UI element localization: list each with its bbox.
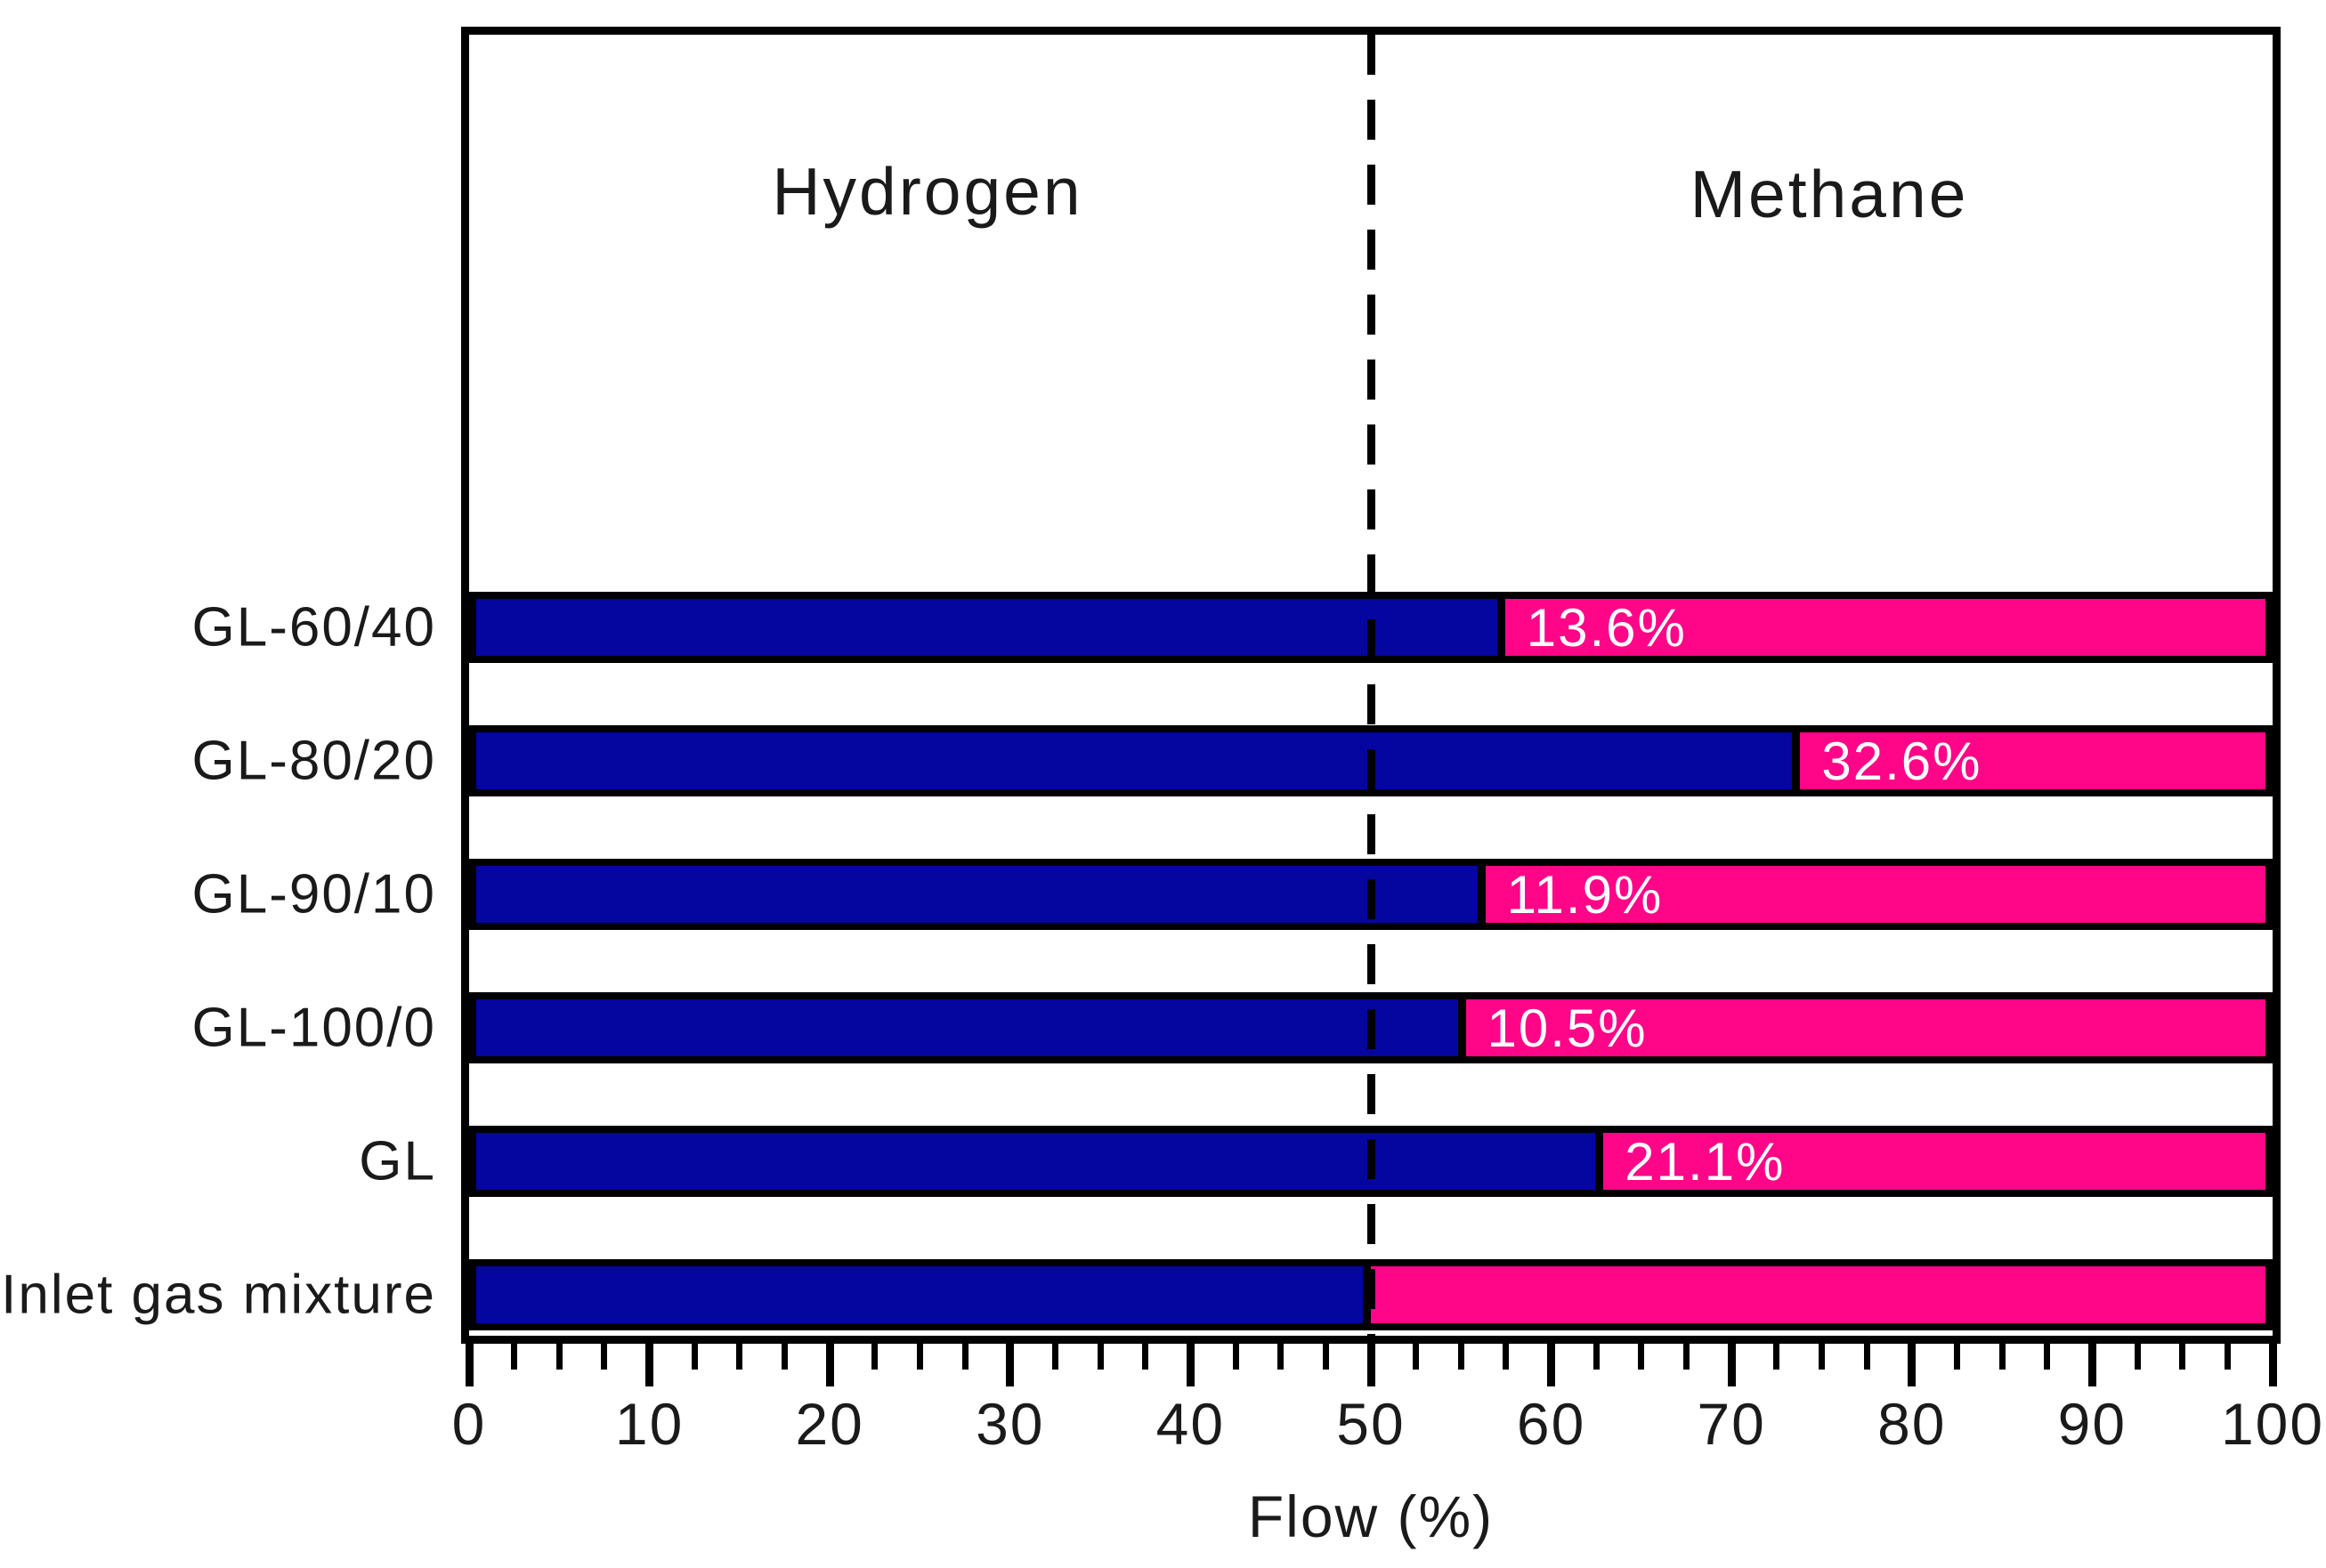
hydrogen-segment [476,732,1801,789]
x-tick-minor [1142,1344,1149,1370]
x-tick-minor [917,1344,923,1370]
x-tick-minor [1232,1344,1239,1370]
x-tick-minor [1998,1344,2006,1370]
methane-segment: 21.1% [1603,1131,2265,1192]
category-label: GL-80/20 [191,730,436,792]
x-tick-major [465,1344,474,1386]
x-tick-minor [1097,1344,1104,1370]
x-tick-minor [691,1344,698,1370]
x-tick-major [645,1344,654,1386]
x-tick-label: 100 [2220,1391,2325,1457]
x-tick-major [1547,1344,1556,1386]
x-tick-major [1727,1344,1736,1386]
x-tick-label: 20 [795,1391,864,1457]
category-label: GL [359,1130,436,1192]
region-label-methane: Methane [1690,157,1969,231]
hydrogen-segment [476,1266,1371,1323]
x-tick-major [1186,1344,1195,1386]
x-tick-major [825,1344,834,1386]
x-tick-major [1366,1344,1375,1386]
bar-row: 32.6% [469,725,2273,796]
hydrogen-segment [476,1133,1604,1190]
x-tick-minor [1413,1344,1420,1370]
x-tick-minor [1773,1344,1780,1370]
x-tick-label: 50 [1336,1391,1406,1457]
x-tick-minor [1638,1344,1645,1370]
x-tick-label: 30 [976,1391,1045,1457]
x-tick-minor [2179,1344,2186,1370]
category-label: GL-90/10 [191,863,436,925]
bar-value-label: 21.1% [1625,1131,1786,1192]
methane-segment: 32.6% [1800,731,2265,791]
x-tick-major [2087,1344,2096,1386]
x-tick-minor [736,1344,743,1370]
x-axis-title: Flow (%) [1247,1483,1495,1549]
x-tick-minor [871,1344,879,1370]
x-tick-minor [1953,1344,1960,1370]
x-tick-label: 70 [1697,1391,1766,1457]
x-tick-minor [961,1344,968,1370]
x-tick-minor [1683,1344,1690,1370]
region-label-hydrogen: Hydrogen [772,154,1083,229]
x-tick-minor [1457,1344,1464,1370]
x-tick-minor [601,1344,608,1370]
methane-segment: 13.6% [1504,597,2265,658]
x-tick-minor [2044,1344,2051,1370]
bar-value-label: 10.5% [1487,998,1648,1058]
plot-area: Hydrogen Methane 13.6% 32.6% 11.9% 10.5% 21.… [461,27,2281,1344]
x-tick-label: 90 [2057,1391,2127,1457]
hydrogen-segment [476,866,1486,923]
x-tick-label: 0 [451,1391,487,1457]
x-tick-major [1006,1344,1015,1386]
x-tick-minor [1503,1344,1510,1370]
bar-value-label: 32.6% [1821,731,1982,791]
hydrogen-segment [476,599,1505,656]
x-tick-major [1908,1344,1917,1386]
category-label: Inlet gas mixture [1,1264,436,1326]
x-tick-minor [555,1344,563,1370]
bar-value-label: 13.6% [1526,597,1687,658]
x-tick-minor [782,1344,789,1370]
x-tick-label: 80 [1877,1391,1947,1457]
category-label: GL-60/40 [191,596,436,659]
x-tick-major [2268,1344,2277,1386]
bar-value-label: 11.9% [1506,864,1664,925]
x-tick-minor [2134,1344,2141,1370]
category-label: GL-100/0 [191,997,436,1059]
x-tick-label: 40 [1155,1391,1226,1457]
x-tick-label: 60 [1516,1391,1586,1457]
reference-line-50pct [1366,35,1375,1336]
x-tick-minor [1593,1344,1600,1370]
x-tick-minor [1322,1344,1329,1370]
methane-segment [1371,1266,2265,1323]
hydrogen-segment [476,999,1466,1056]
x-tick-minor [1819,1344,1825,1370]
methane-segment: 10.5% [1465,998,2265,1058]
x-tick-minor [511,1344,518,1370]
x-tick-minor [1277,1344,1285,1370]
x-tick-minor [1051,1344,1058,1370]
x-tick-minor [2224,1344,2231,1370]
methane-segment: 11.9% [1485,864,2265,925]
x-tick-label: 10 [614,1391,685,1457]
x-tick-minor [1863,1344,1870,1370]
